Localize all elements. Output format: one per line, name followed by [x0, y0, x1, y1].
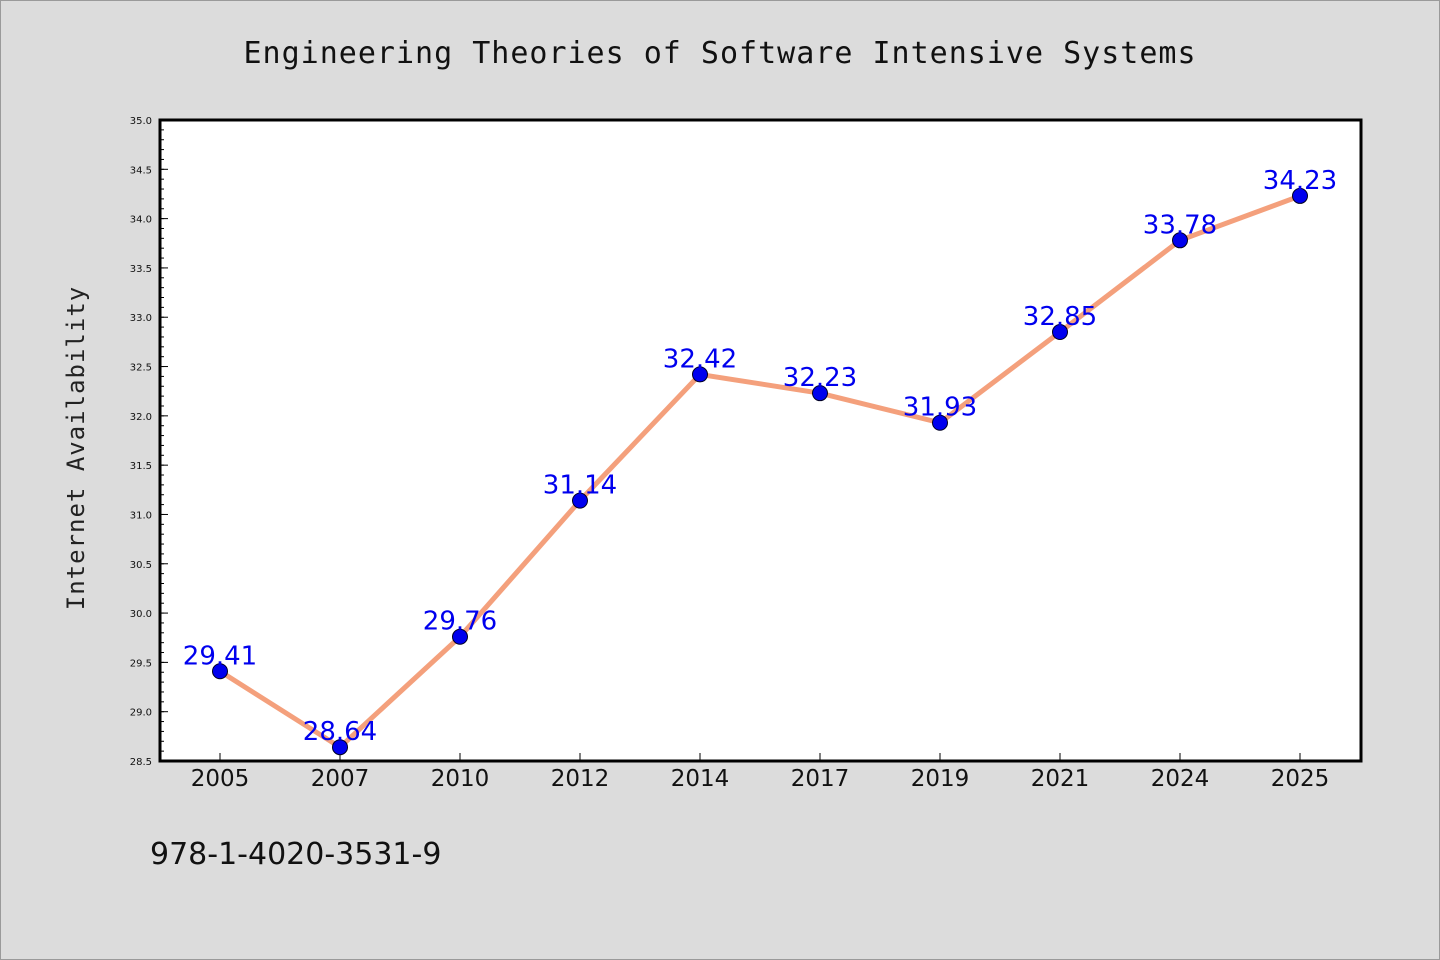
data-label: 28.64 — [303, 717, 377, 747]
data-label: 32.23 — [783, 363, 857, 393]
data-point — [212, 663, 228, 680]
data-point — [1292, 187, 1308, 204]
x-tick-label: 2012 — [551, 766, 610, 792]
data-point — [452, 628, 468, 645]
x-tick-label: 2019 — [911, 766, 970, 792]
y-tick-label: 30.0 — [130, 609, 152, 620]
x-tick-label: 2017 — [791, 766, 850, 792]
x-tick-label: 2025 — [1271, 766, 1330, 792]
data-label: 34.23 — [1263, 166, 1337, 196]
y-tick-label: 29.5 — [130, 658, 152, 669]
data-point — [1052, 324, 1068, 341]
chart-title: Engineering Theories of Software Intensi… — [243, 36, 1196, 71]
footnote-isbn: 978-1-4020-3531-9 — [150, 837, 441, 872]
data-point — [572, 492, 588, 509]
data-point — [812, 385, 828, 402]
y-tick-label: 28.5 — [130, 757, 152, 768]
y-tick-label: 35.0 — [130, 116, 152, 127]
y-tick-label: 31.0 — [130, 510, 152, 521]
y-tick-label: 32.5 — [130, 363, 152, 374]
data-label: 31.14 — [543, 471, 617, 501]
data-label: 29.76 — [423, 607, 497, 637]
series-line — [217, 193, 1303, 750]
y-tick-label: 33.5 — [130, 264, 152, 275]
data-labels: 29.41 28.64 29.76 31.14 32.42 32.23 31.93 32.85… — [183, 166, 1337, 747]
y-tick-label: 33.0 — [130, 313, 152, 324]
x-tick-label: 2007 — [311, 766, 370, 792]
y-tick-label: 31.5 — [130, 461, 152, 472]
data-label: 31.93 — [903, 393, 977, 423]
data-label: 33.78 — [1143, 210, 1217, 240]
x-axis: 2005 2007 2010 2012 2014 2017 2019 2021 2024 2025 — [191, 753, 1330, 792]
series-layer — [212, 187, 1308, 756]
x-tick-label: 2005 — [191, 766, 250, 792]
y-tick-label: 34.5 — [130, 165, 152, 176]
x-tick-label: 2021 — [1031, 766, 1090, 792]
y-tick-label: 29.0 — [130, 708, 152, 719]
plot-area — [158, 118, 1363, 763]
data-label: 32.42 — [663, 344, 737, 374]
x-tick-label: 2014 — [671, 766, 730, 792]
x-tick-label: 2024 — [1151, 766, 1210, 792]
y-axis: 28.5 29.0 29.5 30.0 30.5 31.0 31.5 32.0 32.5 33.0… — [130, 116, 168, 768]
y-tick-label: 32.0 — [130, 412, 152, 423]
y-axis-label: Internet Availability — [62, 286, 90, 610]
data-point — [692, 366, 708, 383]
data-point — [1172, 232, 1188, 249]
data-point — [332, 739, 348, 756]
data-point — [932, 414, 948, 431]
y-tick-label: 30.5 — [130, 560, 152, 571]
y-tick-label: 34.0 — [130, 215, 152, 226]
data-label: 32.85 — [1023, 302, 1097, 332]
data-label: 29.41 — [183, 641, 257, 671]
x-tick-label: 2010 — [431, 766, 490, 792]
